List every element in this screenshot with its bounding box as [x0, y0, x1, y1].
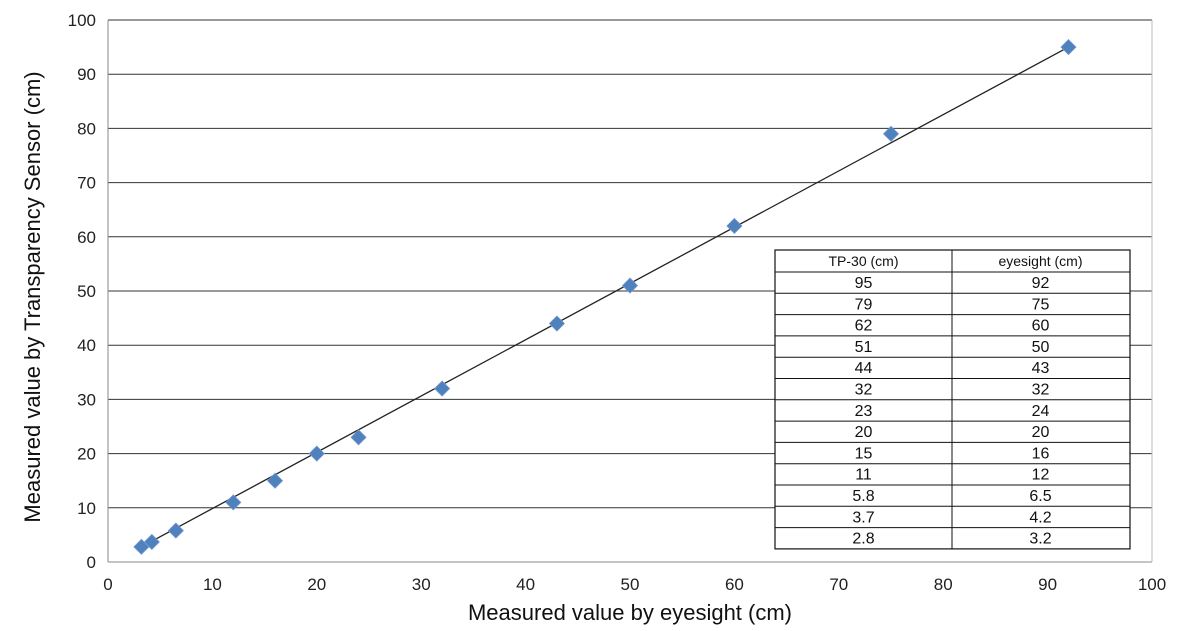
y-tick-label: 40 — [77, 336, 96, 355]
x-tick-label: 0 — [103, 575, 112, 594]
data-point — [266, 472, 284, 489]
table-cell: 79 — [855, 296, 873, 313]
x-tick-label: 70 — [829, 575, 848, 594]
data-points — [133, 39, 1077, 555]
data-point — [133, 538, 150, 555]
y-tick-label: 50 — [77, 282, 96, 301]
trendline — [141, 46, 1069, 548]
table-cell: 2.8 — [852, 531, 874, 548]
data-point — [726, 217, 743, 235]
x-tick-label: 50 — [621, 575, 640, 594]
data-point — [225, 494, 242, 511]
data-point — [350, 429, 367, 446]
data-point — [167, 522, 184, 539]
x-axis-title: Measured value by eyesight (cm) — [468, 600, 792, 625]
table-cell: 60 — [1032, 318, 1050, 335]
y-tick-label: 90 — [77, 65, 96, 84]
table-header-cell: eyesight (cm) — [998, 253, 1082, 269]
data-point — [308, 445, 325, 462]
data-point — [621, 277, 639, 294]
table-cell: 75 — [1032, 296, 1050, 313]
table-cell: 62 — [855, 318, 873, 335]
y-tick-label: 70 — [77, 174, 96, 193]
axes: 0 10 20 30 40 50 60 70 80 90 100 0 10 20 30 40 50 60 70 80 9… — [68, 11, 1167, 594]
y-tick-label: 10 — [77, 499, 96, 518]
table-cell: 32 — [1032, 382, 1050, 399]
table-header-cell: TP-30 (cm) — [829, 253, 899, 269]
table-cell: 44 — [855, 360, 873, 377]
x-tick-label: 90 — [1038, 575, 1057, 594]
table-cell: 5.8 — [852, 488, 874, 505]
table-cell: 15 — [855, 445, 873, 462]
table-cell: 51 — [855, 339, 873, 356]
table-cell: 16 — [1032, 445, 1050, 462]
y-axis-title: Measured value by Transparency Sensor (c… — [20, 71, 45, 522]
x-tick-label: 10 — [203, 575, 222, 594]
table-cell: 24 — [1032, 403, 1050, 420]
x-tick-label: 20 — [307, 575, 326, 594]
y-tick-label: 60 — [77, 228, 96, 247]
y-tick-label: 30 — [77, 390, 96, 409]
data-point — [1060, 39, 1077, 56]
table-cell: 50 — [1032, 339, 1050, 356]
table-cell: 20 — [855, 424, 873, 441]
x-tick-label: 60 — [725, 575, 744, 594]
y-tick-label: 20 — [77, 445, 96, 464]
data-point — [434, 380, 451, 397]
trendline-layer — [141, 46, 1069, 548]
x-tick-label: 30 — [412, 575, 431, 594]
x-tick-label: 100 — [1138, 575, 1166, 594]
table-cell: 3.2 — [1029, 531, 1051, 548]
table-cell: 11 — [855, 467, 872, 484]
x-tick-label: 80 — [934, 575, 953, 594]
table-cell: 6.5 — [1029, 488, 1051, 505]
table-cell: 3.7 — [852, 509, 874, 526]
table-cell: 20 — [1032, 424, 1050, 441]
table-cell: 4.2 — [1029, 509, 1051, 526]
data-table: TP-30 (cm) eyesight (cm) 95 92 79 75 62 60 51 50 4… — [774, 249, 1131, 550]
table-cell: 23 — [855, 403, 873, 420]
table-cell: 95 — [855, 275, 873, 292]
table-cell: 32 — [855, 382, 873, 399]
data-point — [882, 125, 900, 142]
y-tick-label: 80 — [77, 119, 96, 138]
x-tick-label: 40 — [516, 575, 535, 594]
y-tick-label: 0 — [87, 553, 96, 572]
table-cell: 92 — [1032, 275, 1050, 292]
table-cell: 43 — [1032, 360, 1050, 377]
data-point — [548, 315, 565, 332]
y-tick-label: 100 — [68, 11, 96, 30]
table-cell: 12 — [1032, 467, 1050, 484]
